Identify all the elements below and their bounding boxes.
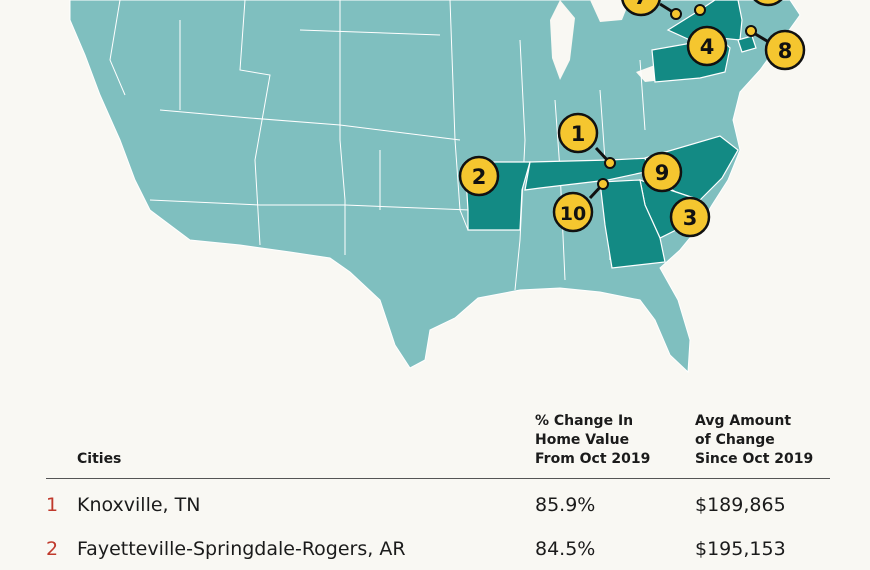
markers: 1 2 3 4 7 8 9 10 — [458, 0, 806, 238]
marker-3-label: 3 — [683, 206, 698, 230]
marker-8-label: 8 — [778, 39, 793, 63]
marker-1: 1 — [557, 112, 599, 154]
table-row: 1 Knoxville, TN 85.9% $189,865 — [46, 479, 830, 523]
state-ga — [599, 179, 666, 269]
row-amount: $189,865 — [695, 494, 786, 516]
row-amount: $195,153 — [695, 538, 786, 560]
header-avg-amount: Avg Amount of Change Since Oct 2019 — [695, 413, 814, 467]
marker-3: 3 — [669, 196, 711, 238]
header-pct-change: % Change In Home Value From Oct 2019 — [535, 413, 651, 467]
marker-2-label: 2 — [472, 165, 487, 189]
us-landmass — [69, 0, 801, 374]
row-rank: 2 — [46, 538, 59, 560]
marker-10: 10 — [552, 191, 594, 233]
header-cities: Cities — [77, 451, 122, 467]
marker-8: 8 — [764, 29, 806, 71]
marker-2: 2 — [458, 155, 500, 197]
us-map: 1 2 3 4 7 8 9 10 — [69, 0, 806, 374]
state-tn — [524, 157, 651, 191]
marker-9: 9 — [641, 151, 683, 193]
row-pct: 84.5% — [535, 538, 596, 560]
marker-4: 4 — [686, 25, 728, 67]
row-pct: 85.9% — [535, 494, 596, 516]
table-row: 2 Fayetteville-Springdale-Rogers, AR 84.… — [46, 523, 830, 567]
marker-1-label: 1 — [571, 122, 586, 146]
marker-7-label: 7 — [634, 0, 649, 9]
marker-offscreen — [753, 0, 783, 7]
row-city: Fayetteville-Springdale-Rogers, AR — [77, 538, 406, 560]
marker-10-label: 10 — [560, 203, 586, 225]
marker-9-label: 9 — [655, 161, 670, 185]
marker-7: 7 — [621, 0, 661, 17]
marker-4-label: 4 — [700, 35, 715, 59]
row-city: Knoxville, TN — [77, 494, 201, 516]
row-rank: 1 — [46, 494, 59, 516]
table-header: Cities % Change In Home Value From Oct 2… — [46, 408, 830, 479]
ranking-table: Cities % Change In Home Value From Oct 2… — [46, 408, 830, 567]
state-ct — [737, 35, 757, 53]
